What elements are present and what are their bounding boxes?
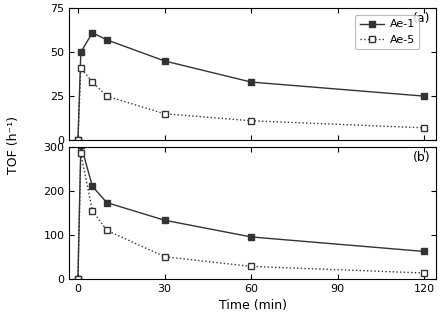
Ae-1 — [162, 218, 167, 222]
Ae-1 — [104, 201, 110, 205]
Ae-1 — [90, 185, 95, 188]
Ae-5 — [249, 264, 254, 268]
Ae-1 — [78, 50, 84, 54]
Ae-1 — [75, 277, 80, 281]
Ae-1 — [104, 38, 110, 42]
Ae-1 — [78, 142, 84, 146]
Text: (a): (a) — [413, 12, 430, 25]
Ae-5 — [75, 138, 80, 142]
Ae-1 — [422, 249, 427, 253]
Text: (b): (b) — [413, 151, 430, 164]
Line: Ae-1: Ae-1 — [75, 141, 428, 282]
Ae-5 — [162, 112, 167, 116]
Legend: Ae-1, Ae-5: Ae-1, Ae-5 — [355, 15, 419, 50]
Line: Ae-5: Ae-5 — [75, 150, 428, 282]
Ae-1 — [422, 94, 427, 98]
Line: Ae-1: Ae-1 — [75, 29, 428, 144]
Text: TOF (h⁻¹): TOF (h⁻¹) — [7, 116, 20, 174]
Ae-5 — [75, 277, 80, 281]
Ae-1 — [249, 80, 254, 84]
Ae-5 — [422, 126, 427, 130]
Ae-5 — [104, 94, 110, 98]
Ae-5 — [422, 271, 427, 275]
Ae-1 — [75, 138, 80, 142]
Line: Ae-5: Ae-5 — [75, 65, 428, 144]
Ae-5 — [162, 255, 167, 259]
Ae-5 — [78, 151, 84, 155]
Ae-5 — [249, 119, 254, 123]
Ae-5 — [90, 80, 95, 84]
Ae-5 — [78, 66, 84, 70]
Ae-1 — [249, 235, 254, 239]
Ae-1 — [162, 59, 167, 63]
Ae-5 — [104, 229, 110, 232]
X-axis label: Time (min): Time (min) — [219, 299, 287, 312]
Ae-1 — [90, 31, 95, 35]
Ae-5 — [90, 209, 95, 213]
